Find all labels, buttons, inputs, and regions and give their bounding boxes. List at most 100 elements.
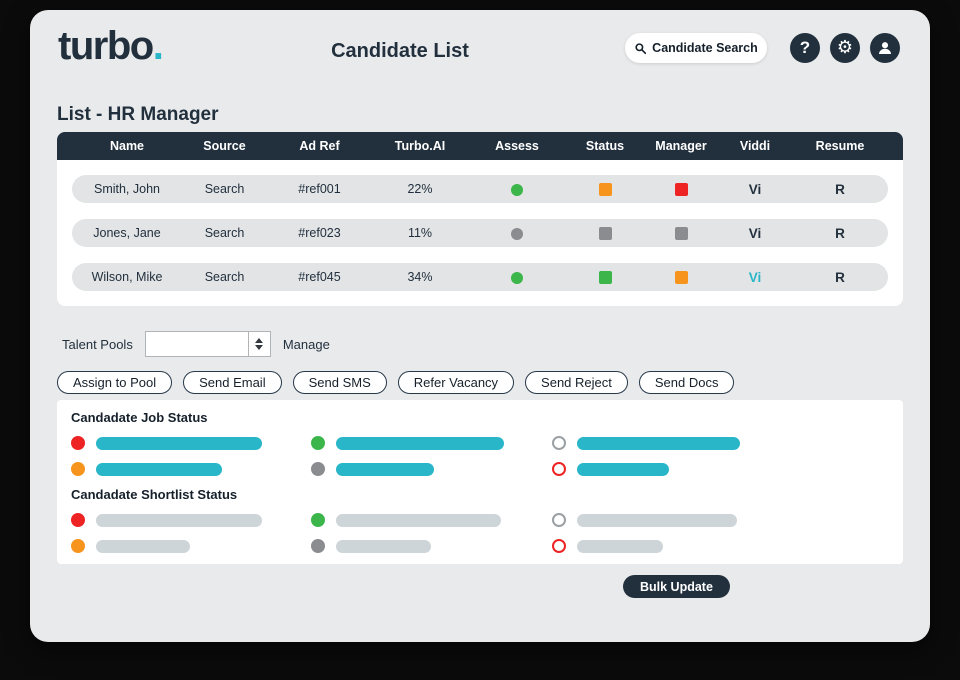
name-cell: Jones, Jane bbox=[93, 226, 161, 240]
status-dot bbox=[71, 539, 85, 553]
table-header: Name Source Ad Ref Turbo.AI Assess Statu… bbox=[57, 132, 903, 160]
settings-button[interactable]: ⚙ bbox=[830, 33, 860, 63]
resume-link[interactable]: R bbox=[835, 181, 845, 197]
status-bar bbox=[96, 436, 262, 450]
source-cell: Search bbox=[204, 182, 245, 196]
status-item bbox=[311, 461, 552, 477]
status-item bbox=[552, 512, 889, 528]
adref-cell: #ref045 bbox=[298, 270, 341, 284]
status-dot bbox=[552, 462, 566, 476]
status-item bbox=[311, 435, 552, 451]
column-header-name: Name bbox=[109, 139, 145, 153]
app-window: turbo. Candidate List ? ⚙ List - HR Mana… bbox=[30, 10, 930, 642]
column-header-manager: Manager bbox=[655, 139, 707, 153]
status-bar bbox=[577, 539, 663, 553]
status-item bbox=[552, 461, 889, 477]
send-docs-button[interactable]: Send Docs bbox=[638, 371, 735, 394]
table-row[interactable]: Smith, John Search #ref001 22% Vi R bbox=[72, 175, 888, 203]
status-item bbox=[71, 538, 311, 554]
question-icon: ? bbox=[799, 38, 811, 57]
manage-link[interactable]: Manage bbox=[282, 336, 330, 352]
status-bar bbox=[336, 539, 431, 553]
status-dot bbox=[311, 539, 325, 553]
status-item bbox=[311, 538, 552, 554]
status-item bbox=[71, 461, 311, 477]
job-status-title: Candadate Job Status bbox=[71, 410, 208, 425]
candidate-search[interactable] bbox=[625, 33, 767, 63]
spinner-control[interactable] bbox=[247, 332, 270, 356]
viddi-link[interactable]: Vi bbox=[748, 181, 762, 197]
viddi-link[interactable]: Vi bbox=[748, 225, 762, 241]
user-icon bbox=[879, 42, 891, 54]
assign-to-pool-button[interactable]: Assign to Pool bbox=[57, 371, 173, 394]
column-header-viddi: Viddi bbox=[739, 139, 771, 153]
status-dot bbox=[552, 513, 566, 527]
manager-indicator bbox=[674, 227, 688, 241]
assess-cell bbox=[468, 270, 566, 284]
shortlist-status-grid bbox=[71, 512, 889, 554]
job-status-grid bbox=[71, 435, 889, 477]
send-reject-button[interactable]: Send Reject bbox=[525, 371, 628, 394]
status-dot bbox=[311, 462, 325, 476]
table-row[interactable]: Jones, Jane Search #ref023 11% Vi R bbox=[72, 219, 888, 247]
resume-link[interactable]: R bbox=[835, 269, 845, 285]
spinner-up-icon bbox=[255, 338, 264, 343]
assess-cell bbox=[468, 182, 566, 196]
gear-icon: ⚙ bbox=[836, 37, 854, 58]
send-sms-button[interactable]: Send SMS bbox=[292, 371, 387, 394]
status-indicator bbox=[598, 271, 612, 285]
status-bar bbox=[96, 462, 222, 476]
status-item bbox=[71, 512, 311, 528]
manager-indicator bbox=[674, 271, 688, 285]
table-row[interactable]: Wilson, Mike Search #ref045 34% Vi R bbox=[72, 263, 888, 291]
status-item bbox=[552, 538, 889, 554]
source-cell: Search bbox=[204, 270, 245, 284]
shortlist-status-title: Candadate Shortlist Status bbox=[71, 487, 238, 502]
status-dot bbox=[311, 436, 325, 450]
profile-button[interactable] bbox=[870, 33, 900, 63]
assess-indicator bbox=[511, 271, 523, 284]
status-dot bbox=[311, 513, 325, 527]
manager-cell bbox=[644, 226, 718, 241]
column-header-turboai: Turbo.AI bbox=[394, 139, 446, 153]
status-bar bbox=[577, 513, 737, 527]
column-header-assess: Assess bbox=[495, 139, 539, 153]
logo: turbo. bbox=[58, 24, 164, 69]
action-button-bar: Assign to Pool Send Email Send SMS Refer… bbox=[57, 371, 735, 394]
spinner-down-icon bbox=[255, 345, 264, 350]
turboai-cell: 22% bbox=[407, 182, 433, 196]
viddi-link[interactable]: Vi bbox=[748, 269, 762, 285]
status-cell bbox=[566, 270, 644, 285]
column-header-resume: Resume bbox=[815, 139, 865, 153]
refer-vacancy-button[interactable]: Refer Vacancy bbox=[397, 371, 515, 394]
status-dot bbox=[71, 436, 85, 450]
bulk-update-button[interactable]: Bulk Update bbox=[623, 575, 730, 598]
send-email-button[interactable]: Send Email bbox=[183, 371, 282, 394]
status-item bbox=[311, 512, 552, 528]
status-bar bbox=[577, 462, 669, 476]
search-input[interactable] bbox=[652, 41, 757, 55]
status-panel: Candadate Job Status bbox=[57, 400, 903, 564]
name-cell: Wilson, Mike bbox=[91, 270, 163, 284]
talent-pool-select[interactable] bbox=[144, 331, 271, 357]
assess-indicator bbox=[511, 183, 523, 196]
status-indicator bbox=[598, 227, 612, 241]
status-cell bbox=[566, 226, 644, 241]
logo-dot: . bbox=[152, 24, 164, 68]
column-header-adref: Ad Ref bbox=[299, 139, 340, 153]
status-bar bbox=[336, 462, 434, 476]
source-cell: Search bbox=[204, 226, 245, 240]
adref-cell: #ref001 bbox=[298, 182, 341, 196]
status-item bbox=[552, 435, 889, 451]
status-bar bbox=[96, 513, 262, 527]
help-button[interactable]: ? bbox=[790, 33, 820, 63]
talent-pools-label: Talent Pools bbox=[62, 336, 133, 352]
turboai-cell: 34% bbox=[407, 270, 433, 284]
turboai-cell: 11% bbox=[407, 226, 433, 240]
resume-link[interactable]: R bbox=[835, 225, 845, 241]
talent-pool-selected-value bbox=[146, 332, 248, 356]
page-title: Candidate List bbox=[331, 40, 469, 62]
status-bar bbox=[336, 436, 504, 450]
status-dot bbox=[552, 436, 566, 450]
list-heading: List - HR Manager bbox=[57, 104, 219, 125]
